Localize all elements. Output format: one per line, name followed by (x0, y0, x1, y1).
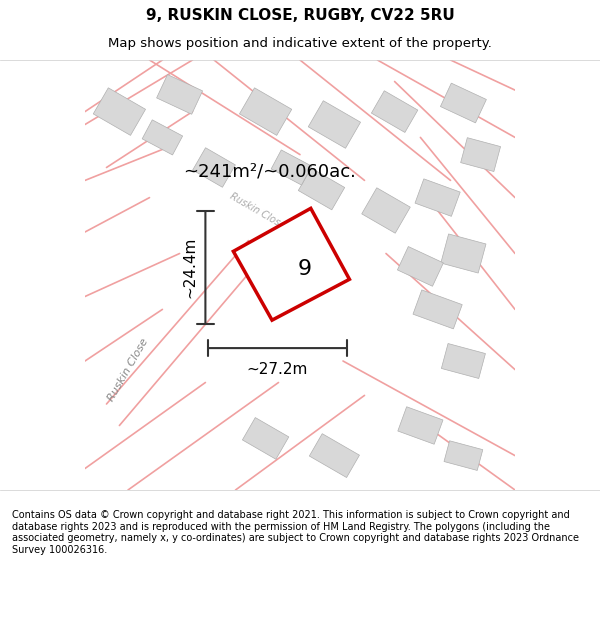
Polygon shape (415, 179, 460, 216)
Polygon shape (157, 74, 203, 114)
Polygon shape (442, 344, 485, 379)
Polygon shape (441, 234, 486, 273)
Text: ~241m²/~0.060ac.: ~241m²/~0.060ac. (184, 162, 356, 181)
Polygon shape (193, 148, 235, 188)
Polygon shape (461, 138, 500, 171)
Polygon shape (242, 418, 289, 459)
Polygon shape (239, 88, 292, 136)
Text: 9: 9 (297, 259, 311, 279)
Text: Contains OS data © Crown copyright and database right 2021. This information is : Contains OS data © Crown copyright and d… (12, 510, 579, 555)
Text: Ruskin Close: Ruskin Close (106, 336, 150, 402)
Text: ~27.2m: ~27.2m (247, 362, 308, 377)
Polygon shape (362, 188, 410, 233)
Polygon shape (398, 407, 443, 444)
Polygon shape (298, 168, 345, 210)
Polygon shape (413, 290, 462, 329)
Text: Map shows position and indicative extent of the property.: Map shows position and indicative extent… (108, 37, 492, 50)
Polygon shape (397, 246, 443, 286)
Polygon shape (310, 434, 359, 478)
Polygon shape (371, 91, 418, 132)
Polygon shape (233, 208, 349, 320)
Polygon shape (271, 150, 311, 185)
Polygon shape (308, 101, 361, 148)
Text: Ruskin Close: Ruskin Close (227, 191, 286, 231)
Polygon shape (142, 120, 182, 155)
Polygon shape (440, 83, 487, 123)
Polygon shape (444, 441, 483, 471)
Polygon shape (93, 88, 146, 136)
Text: 9, RUSKIN CLOSE, RUGBY, CV22 5RU: 9, RUSKIN CLOSE, RUGBY, CV22 5RU (146, 8, 454, 22)
Text: ~24.4m: ~24.4m (183, 237, 198, 298)
